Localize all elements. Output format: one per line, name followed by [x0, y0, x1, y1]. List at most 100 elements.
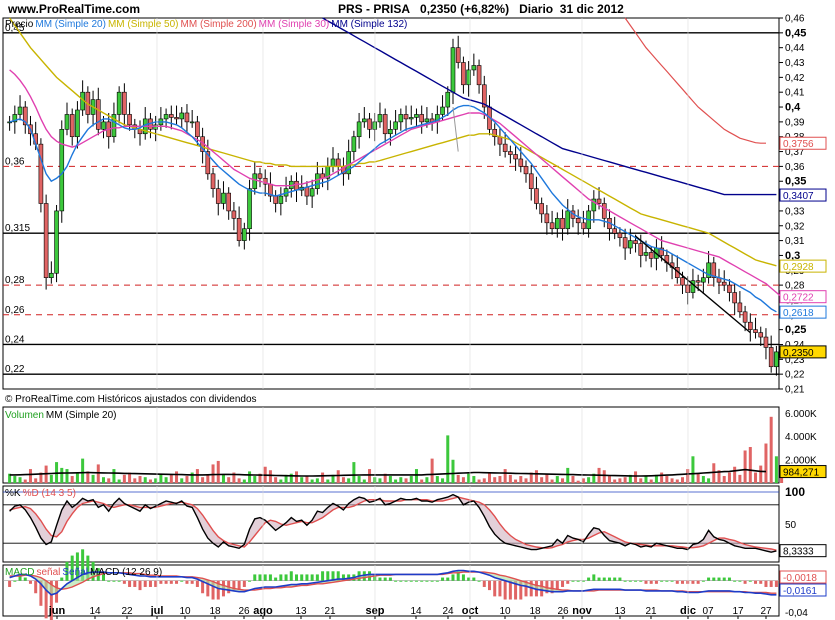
value-box: 0,2928: [779, 259, 827, 273]
volume-bar: [310, 479, 314, 483]
macd-hist-bar: [185, 580, 189, 584]
volume-bar: [49, 474, 53, 483]
volume-bar: [493, 477, 497, 483]
legend-item: Volumen: [5, 410, 44, 421]
candle: [419, 114, 424, 123]
candle: [508, 151, 513, 155]
level-label: 0,28: [5, 275, 25, 286]
volume-bar: [81, 458, 85, 483]
volume-bar: [112, 469, 116, 483]
candle: [195, 121, 200, 138]
volume-bar: [274, 477, 278, 483]
candle: [127, 114, 132, 126]
x-tick-label: 18: [529, 606, 541, 617]
volume-bar: [404, 478, 408, 483]
macd-hist-bar: [23, 577, 27, 581]
macd-hist-bar: [493, 580, 497, 597]
candle: [346, 151, 351, 175]
candle: [184, 112, 190, 123]
volume-bar: [576, 480, 580, 483]
macd-hist-bar: [60, 577, 64, 581]
volume-bar: [707, 478, 711, 483]
candle: [273, 195, 278, 204]
macd-hist-bar: [649, 580, 653, 584]
candle: [408, 117, 414, 120]
macd-line: [9, 569, 777, 596]
candle: [560, 218, 565, 230]
candle: [742, 311, 748, 323]
value-box-frame: [779, 345, 827, 359]
macd-hist-bar: [216, 580, 220, 600]
candle: [721, 281, 727, 286]
volume-bar: [253, 476, 257, 483]
y-tick-label: 0,22: [785, 370, 805, 381]
level-label: 0,22: [5, 364, 25, 375]
y-tick-label: 0,37: [785, 147, 805, 158]
macd-hist-bar: [211, 580, 215, 600]
macd-hist-bar: [169, 580, 173, 584]
legend-item: MM (Simple 20): [45, 410, 117, 421]
y-tick-label: 0,33: [785, 206, 805, 217]
candle: [221, 192, 226, 204]
volume-bar: [295, 471, 298, 483]
candle: [596, 198, 602, 204]
candle: [440, 106, 445, 115]
value-box-frame: [779, 188, 827, 202]
volume-bar: [347, 478, 351, 483]
macd-hist-bar: [670, 580, 674, 582]
macd-hist-bar: [180, 580, 184, 582]
candle: [774, 351, 779, 368]
volume-bar: [519, 476, 523, 483]
y-tick-label: 50: [785, 520, 797, 531]
candle: [414, 114, 419, 118]
candle: [388, 129, 393, 135]
macd-hist-bar: [654, 580, 658, 584]
candle: [179, 112, 185, 120]
volume-bar: [39, 472, 43, 483]
volume-bar: [754, 472, 758, 483]
candle: [12, 114, 18, 123]
volume-bar: [341, 477, 345, 483]
candle: [69, 114, 75, 138]
volume-bar: [508, 474, 512, 483]
value-box: 0,2722: [779, 290, 827, 304]
volume-bar: [305, 476, 309, 483]
candle: [59, 129, 65, 212]
y-tick-label: 0,41: [785, 88, 805, 99]
macd-hist-bar: [232, 580, 236, 591]
volume-bar: [336, 470, 340, 483]
macd-hist-bar: [248, 580, 252, 582]
level-label: 0,24: [5, 334, 25, 345]
value-box-text: 8,3333: [783, 547, 814, 558]
macd-hist-bar: [707, 577, 711, 581]
value-box-frame: [779, 583, 827, 597]
candle: [43, 203, 49, 278]
candle: [461, 62, 466, 86]
site-url[interactable]: www.ProRealTime.com: [8, 2, 141, 16]
volume-ma-line: [9, 468, 767, 477]
candle: [304, 186, 310, 197]
macd-hist-bar: [618, 577, 622, 581]
volume-bar: [399, 477, 403, 483]
macd-hist-bar: [284, 574, 288, 581]
volume-bar: [180, 478, 184, 483]
volume-bar: [482, 478, 486, 483]
sma20-line: [9, 104, 777, 313]
macd-hist-bar: [712, 577, 716, 581]
x-tick-label: 26: [557, 606, 569, 617]
sma30-line: [9, 69, 783, 298]
volume-bar: [561, 478, 565, 483]
candle: [659, 247, 664, 256]
candle: [315, 173, 320, 189]
macd-hist-bar: [394, 580, 398, 582]
volume-bar: [540, 477, 544, 483]
macd-hist-bar: [555, 580, 559, 591]
legend-item: MACD: [5, 567, 35, 578]
macd-hist-bar: [623, 580, 627, 582]
macd-hist-bar: [263, 574, 267, 581]
price-legend: Precio MM (Simple 20) MM (Simple 50) MM (Si…: [5, 19, 409, 30]
macd-hist-bar: [764, 580, 768, 587]
candle: [398, 114, 404, 123]
volume-bar: [232, 472, 236, 483]
volume-bar: [357, 476, 361, 483]
